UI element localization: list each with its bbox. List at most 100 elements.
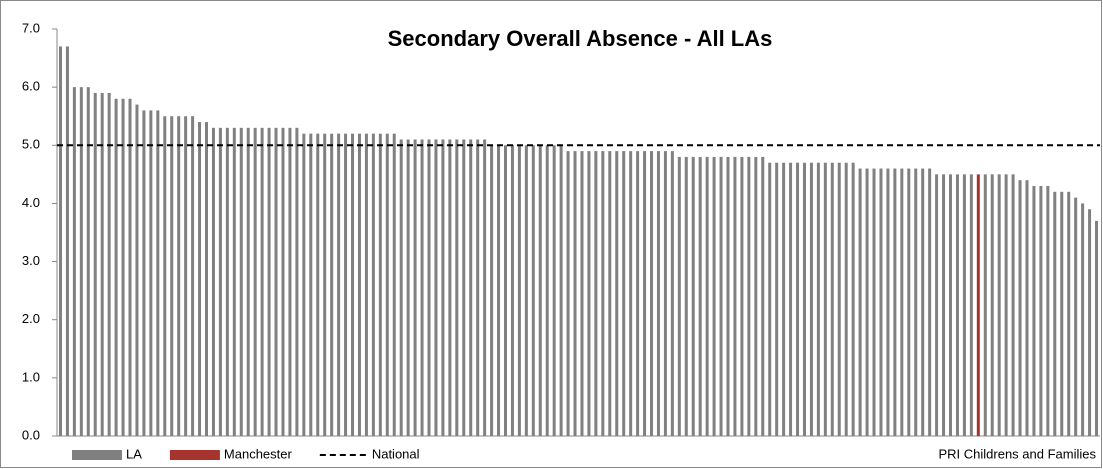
legend-label: LA — [126, 446, 142, 461]
bar — [378, 133, 382, 436]
bar — [1039, 185, 1043, 436]
bar — [469, 139, 473, 436]
bar — [955, 174, 959, 436]
bar — [594, 151, 598, 436]
bar — [490, 145, 494, 437]
bar — [622, 151, 626, 436]
bar — [72, 87, 76, 437]
bar — [983, 174, 987, 436]
bar — [837, 162, 841, 436]
legend-label: National — [372, 446, 420, 461]
bar — [483, 139, 487, 436]
y-tick-label: 0.0 — [22, 427, 40, 442]
bar — [218, 127, 222, 436]
bar — [455, 139, 459, 436]
bar — [357, 133, 361, 436]
bar — [177, 116, 181, 436]
bar — [1004, 174, 1008, 436]
bar — [302, 133, 306, 436]
bar — [768, 162, 772, 436]
bar — [364, 133, 368, 436]
bar — [976, 174, 980, 436]
bar — [93, 92, 97, 436]
bar — [149, 110, 153, 437]
bar — [267, 127, 271, 436]
bar — [601, 151, 605, 436]
bar — [629, 151, 633, 436]
bar — [1088, 209, 1092, 436]
y-tick-label: 5.0 — [22, 137, 40, 152]
bar — [997, 174, 1001, 436]
bar — [726, 156, 730, 436]
bar — [260, 127, 264, 436]
bar — [587, 151, 591, 436]
bar — [316, 133, 320, 436]
bar — [156, 110, 160, 437]
bar — [1095, 220, 1099, 436]
bar — [344, 133, 348, 436]
bar — [121, 98, 125, 437]
bar — [246, 127, 250, 436]
bar — [351, 133, 355, 436]
bar — [907, 168, 911, 437]
bar — [851, 162, 855, 436]
bar — [1011, 174, 1015, 436]
bar — [295, 127, 299, 436]
source: PRI Childrens and Families — [938, 446, 1096, 461]
bar — [1060, 191, 1064, 436]
bar — [497, 145, 501, 437]
bar — [719, 156, 723, 436]
bar — [184, 116, 188, 436]
bar — [1081, 203, 1085, 436]
bar — [886, 168, 890, 437]
bar — [1025, 180, 1029, 436]
bar — [198, 122, 202, 437]
bar — [990, 174, 994, 436]
bar — [761, 156, 765, 436]
bar — [1032, 185, 1036, 436]
bar — [650, 151, 654, 436]
bar — [949, 174, 953, 436]
bar — [677, 156, 681, 436]
bar — [323, 133, 327, 436]
bar — [135, 104, 139, 436]
bar — [86, 87, 90, 437]
y-tick-label: 7.0 — [22, 20, 40, 35]
y-tick-label: 1.0 — [22, 369, 40, 384]
bar — [573, 151, 577, 436]
bar — [330, 133, 334, 436]
bar — [935, 174, 939, 436]
bar — [823, 162, 827, 436]
bar — [142, 110, 146, 437]
bar — [274, 127, 278, 436]
bar — [962, 174, 966, 436]
bar — [441, 139, 445, 436]
legend-label: Manchester — [224, 446, 293, 461]
bar — [524, 145, 528, 437]
bar — [1053, 191, 1057, 436]
bar — [399, 139, 403, 436]
bar — [830, 162, 834, 436]
bar — [462, 139, 466, 436]
bar — [510, 145, 514, 437]
bar — [337, 133, 341, 436]
bar — [796, 162, 800, 436]
bar — [663, 151, 667, 436]
bar — [170, 116, 174, 436]
bar — [914, 168, 918, 437]
bar — [643, 151, 647, 436]
bar — [420, 139, 424, 436]
y-tick-label: 3.0 — [22, 253, 40, 268]
bar — [656, 151, 660, 436]
y-tick-label: 2.0 — [22, 311, 40, 326]
bar — [281, 127, 285, 436]
bar — [204, 122, 208, 437]
bar — [309, 133, 313, 436]
bar — [559, 145, 563, 437]
bar — [406, 139, 410, 436]
chart-title: Secondary Overall Absence - All LAs — [388, 26, 773, 51]
bar — [531, 145, 535, 437]
bar — [754, 156, 758, 436]
bar — [114, 98, 118, 437]
